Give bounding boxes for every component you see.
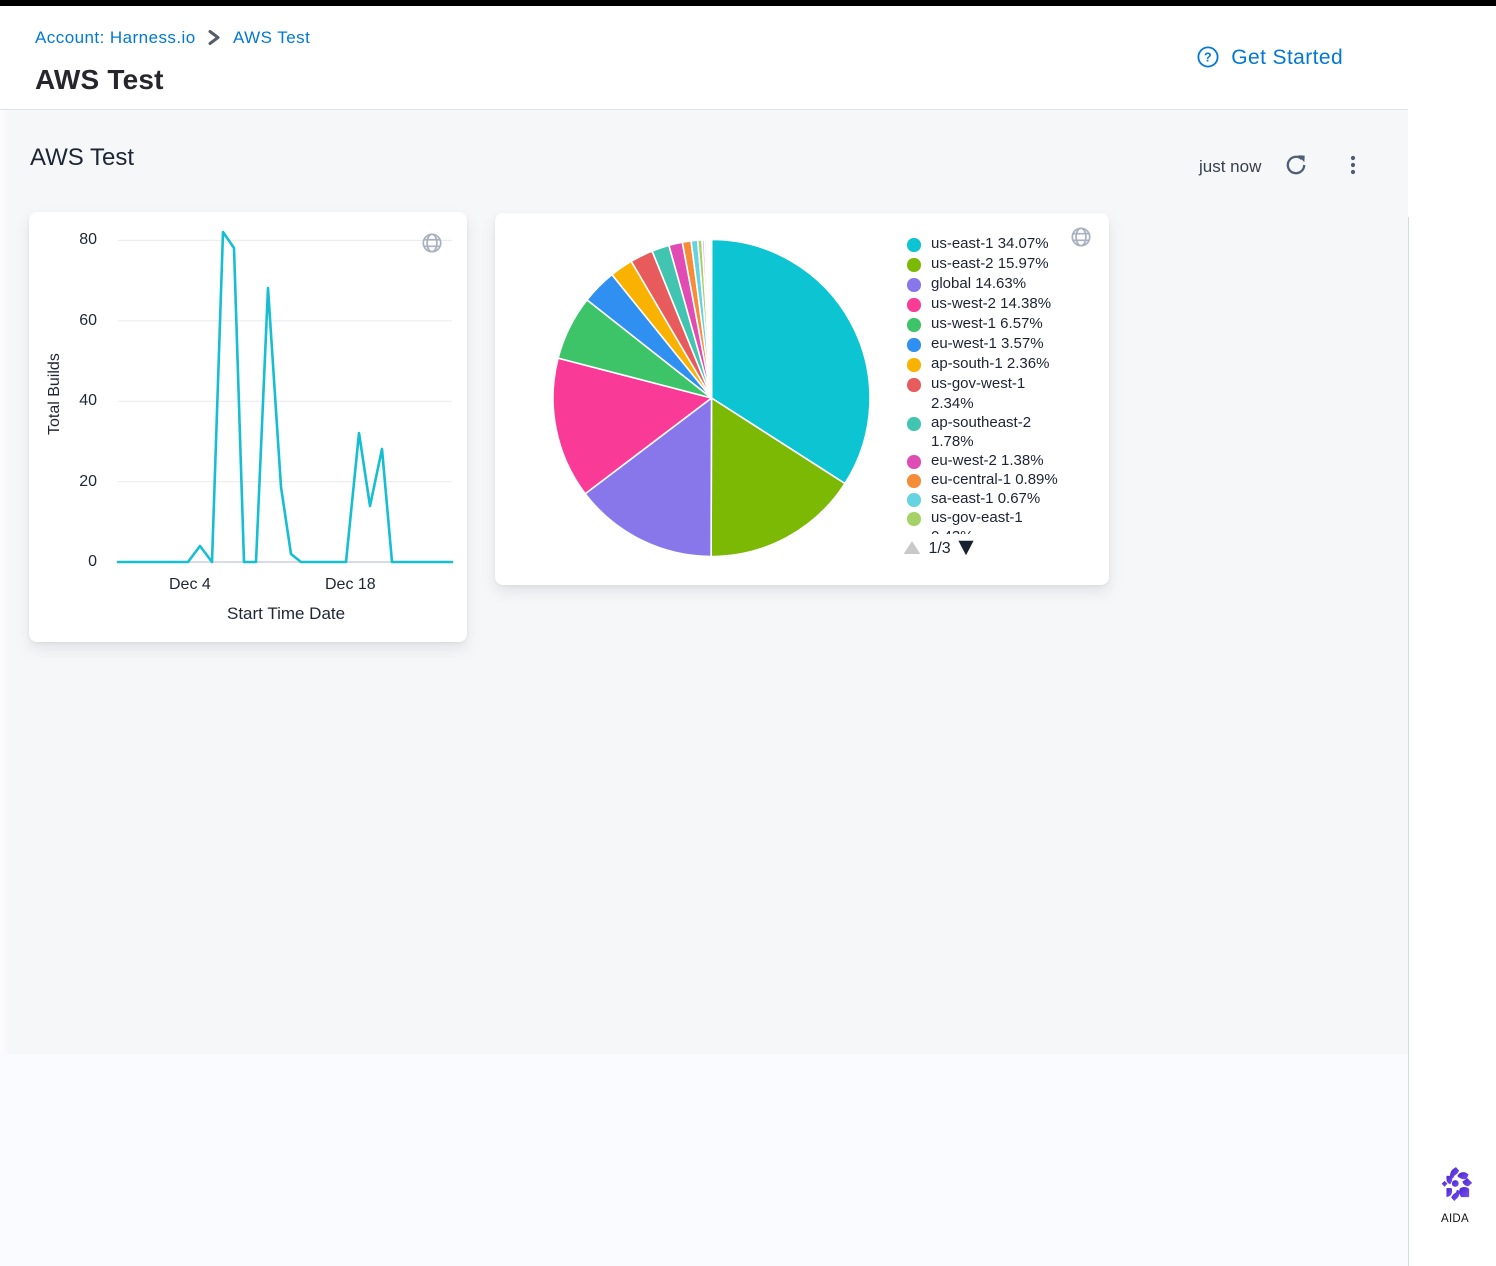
svg-text:?: ?: [1204, 50, 1212, 64]
